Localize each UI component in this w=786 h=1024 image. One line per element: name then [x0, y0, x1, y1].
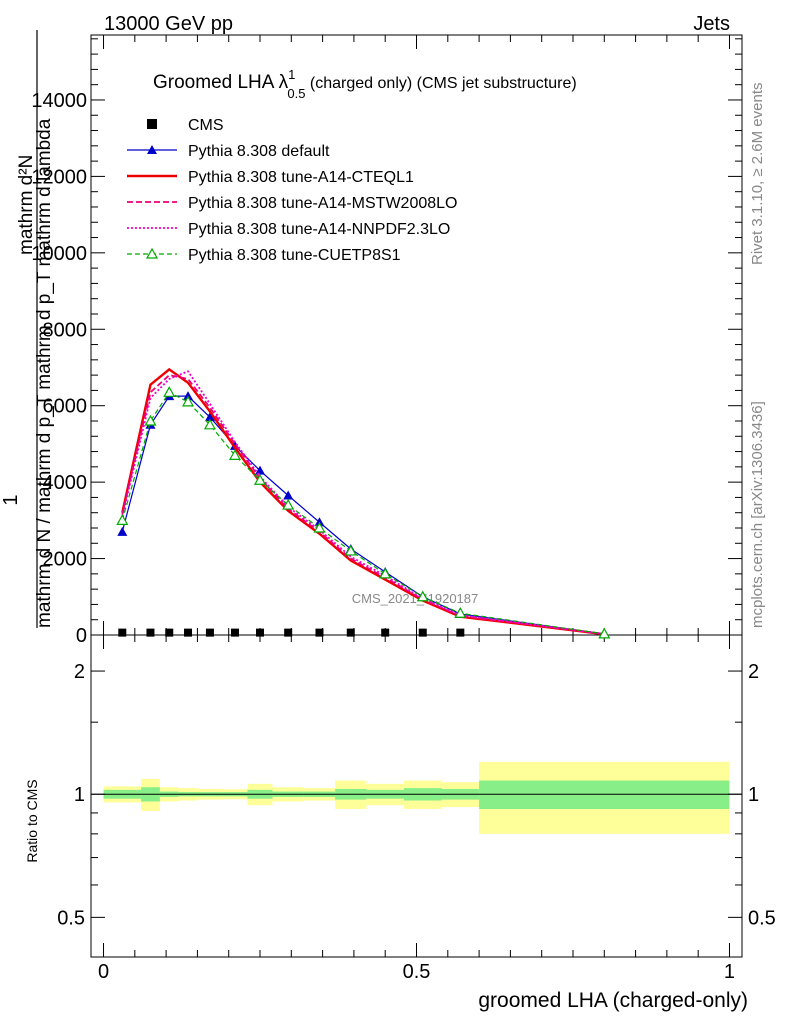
watermark: CMS_2021_I1920187: [352, 591, 479, 606]
y-tick-label-0: 0: [76, 625, 87, 647]
header-right: Jets: [693, 13, 730, 35]
cms-data-point: [456, 628, 465, 637]
cms-data-point: [184, 628, 193, 637]
ratio-y-tick-label-left-0: 0.5: [57, 907, 85, 929]
x-axis-label: groomed LHA (charged-only): [478, 989, 748, 1012]
ratio-y-tick-label-left-2: 2: [74, 661, 85, 683]
legend-item-0: CMS: [147, 117, 224, 134]
x-tick-label-0: 0: [98, 961, 109, 983]
series-marker-0: [255, 465, 266, 475]
series-marker-4: [313, 521, 326, 533]
y-label-numerator: mathrm d²N: [16, 155, 37, 255]
ratio-y-tick-label-right-0: 0.5: [748, 907, 776, 929]
header-left: 13000 GeV pp: [104, 13, 233, 35]
cms-data-point: [284, 628, 293, 637]
y-tick-label-2: 4000: [43, 472, 88, 494]
series-marker-0: [117, 526, 128, 536]
cms-data-point: [230, 628, 239, 637]
legend-label: Pythia 8.308 tune-A14-CTEQL1: [188, 169, 414, 186]
legend-label: Pythia 8.308 default: [188, 143, 330, 160]
title-superscript: 1: [288, 67, 295, 82]
y-label-denominator: mathrm d N / mathrm d p_T mathrm d p_T m…: [34, 118, 55, 628]
y-axis-label-ratio: Ratio to CMS: [24, 779, 40, 862]
x-tick-label-2: 1: [724, 961, 735, 983]
legend-label: Pythia 8.308 tune-CUETP8S1: [188, 247, 401, 264]
ratio-y-tick-label-right-2: 2: [748, 661, 759, 683]
y-tick-label-4: 8000: [43, 319, 88, 341]
series-line-1: [121, 367, 605, 636]
cms-data-point: [118, 628, 127, 637]
title-main: Groomed LHA: [153, 72, 279, 93]
legend-marker-square: [147, 119, 157, 129]
ratio-band-inner-13: [479, 780, 730, 810]
x-tick-label-1: 0.5: [403, 961, 431, 983]
y-tick-label-3: 6000: [43, 396, 88, 418]
series-marker-4: [182, 395, 195, 407]
series-line-4: [121, 391, 605, 635]
cms-data-point: [315, 628, 324, 637]
series-marker-0: [283, 490, 294, 500]
series-marker-4: [344, 544, 357, 556]
y-tick-label-7: 14000: [31, 90, 87, 112]
chart-title: Groomed LHA λ1 0.5 (charged only) (CMS je…: [153, 67, 577, 101]
cms-data-point: [381, 628, 390, 637]
legend-label: CMS: [188, 117, 224, 134]
y-label-one: 1: [0, 494, 22, 505]
series-marker-4: [228, 449, 241, 460]
legend-label: Pythia 8.308 tune-A14-MSTW2008LO: [188, 195, 457, 212]
y-tick-label-5: 10000: [31, 243, 87, 265]
legend-label: Pythia 8.308 tune-A14-NNPDF2.3LO: [188, 221, 450, 238]
ratio-y-tick-label-right-1: 1: [748, 784, 759, 806]
series-marker-4: [253, 473, 267, 485]
legend-item-2: Pythia 8.308 tune-A14-CTEQL1: [127, 169, 414, 186]
cms-data-point: [165, 628, 174, 637]
series-marker-4: [598, 627, 611, 639]
y-tick-label-1: 2000: [43, 549, 88, 571]
cms-data-point: [346, 628, 355, 637]
series-marker-4: [454, 606, 467, 618]
legend-marker-open-triangle: [145, 247, 159, 259]
ratio-error-bands: [103, 761, 730, 834]
cms-data-point: [256, 628, 265, 637]
legend: CMS Pythia 8.308 default Pythia 8.308 tune…: [127, 117, 457, 264]
cms-data-point: [418, 628, 427, 637]
series-layer: [116, 367, 611, 639]
y-tick-label-6: 12000: [31, 166, 87, 188]
series-marker-4: [416, 590, 429, 602]
title-subscript: 0.5: [287, 86, 305, 101]
series-marker-4: [379, 567, 392, 579]
mcplots-label: mcplots.cern.ch [arXiv:1306.3436]: [749, 401, 766, 628]
series-marker-4: [116, 514, 129, 525]
ratio-y-tick-label-left-1: 1: [74, 784, 85, 806]
series-marker-0: [204, 412, 215, 422]
cms-data-point: [146, 628, 155, 637]
legend-item-5: Pythia 8.308 tune-CUETP8S1: [127, 247, 401, 264]
series-line-3: [121, 370, 605, 635]
legend-item-3: Pythia 8.308 tune-A14-MSTW2008LO: [127, 195, 457, 212]
series-marker-4: [282, 498, 295, 510]
rivet-label: Rivet 3.1.10, ≥ 2.6M events: [749, 83, 766, 266]
legend-item-1: Pythia 8.308 default: [127, 143, 330, 160]
series-line-2: [121, 374, 605, 635]
axes: 0 2000 4000 6000 8000 10000 12000 14000 0 0.5 1 0.5…: [31, 35, 776, 983]
title-lambda: λ: [279, 72, 289, 93]
series-marker-4: [203, 418, 216, 430]
y-axis-label-main: 1 mathrm d²N mathrm d N / mathrm d p_T m…: [0, 30, 55, 628]
legend-item-4: Pythia 8.308 tune-A14-NNPDF2.3LO: [127, 221, 450, 238]
series-marker-4: [144, 414, 157, 426]
title-rest: (charged only) (CMS jet substructure): [305, 75, 576, 92]
series-marker-4: [163, 386, 176, 397]
cms-data-point: [205, 628, 214, 637]
legend-marker-triangle: [147, 145, 157, 154]
